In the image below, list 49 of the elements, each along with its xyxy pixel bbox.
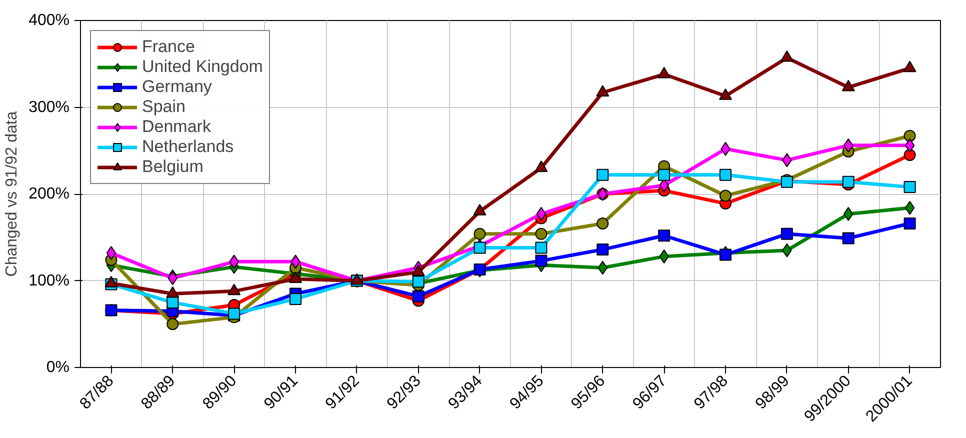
point (166, 318, 179, 330)
point (842, 80, 855, 92)
legend-label: Germany (142, 77, 212, 97)
point (596, 85, 610, 96)
legend-label: Denmark (142, 117, 211, 137)
point (474, 242, 486, 254)
point (904, 148, 916, 161)
legend-label: Belgium (142, 157, 204, 177)
point (719, 88, 732, 100)
point (535, 254, 548, 267)
point (904, 181, 916, 194)
point (904, 200, 915, 215)
point (842, 232, 854, 244)
point (904, 138, 915, 152)
y-tick-label: 300% (28, 98, 70, 116)
y-tick-label: 0% (46, 359, 70, 376)
point (842, 176, 854, 188)
point (535, 228, 548, 240)
y-tick-label: 200% (28, 186, 70, 202)
point (720, 248, 732, 261)
legend-label: Netherlands (142, 137, 234, 157)
point (474, 228, 486, 240)
point (780, 228, 793, 240)
point (535, 242, 548, 254)
point (596, 218, 609, 230)
point (903, 60, 916, 72)
legend-label: Spain (142, 97, 186, 117)
point (658, 66, 671, 78)
point (720, 168, 732, 181)
point (904, 130, 916, 142)
point (534, 160, 548, 172)
point (596, 244, 609, 256)
legend-label: United Kingdom (142, 57, 263, 77)
point (106, 246, 116, 260)
point (412, 276, 424, 288)
point (166, 296, 179, 308)
y-tick-label: 400% (28, 12, 70, 29)
point (720, 190, 732, 202)
y-axis-title: Changed vs 91/92 data (4, 111, 21, 277)
point (780, 50, 794, 62)
y-tick-label: 100% (28, 272, 70, 290)
point (658, 168, 670, 181)
point (904, 217, 916, 230)
point (658, 230, 670, 242)
point (412, 290, 424, 302)
point (596, 168, 609, 181)
point (536, 206, 546, 221)
point (290, 292, 302, 305)
legend-label: France (142, 37, 195, 57)
